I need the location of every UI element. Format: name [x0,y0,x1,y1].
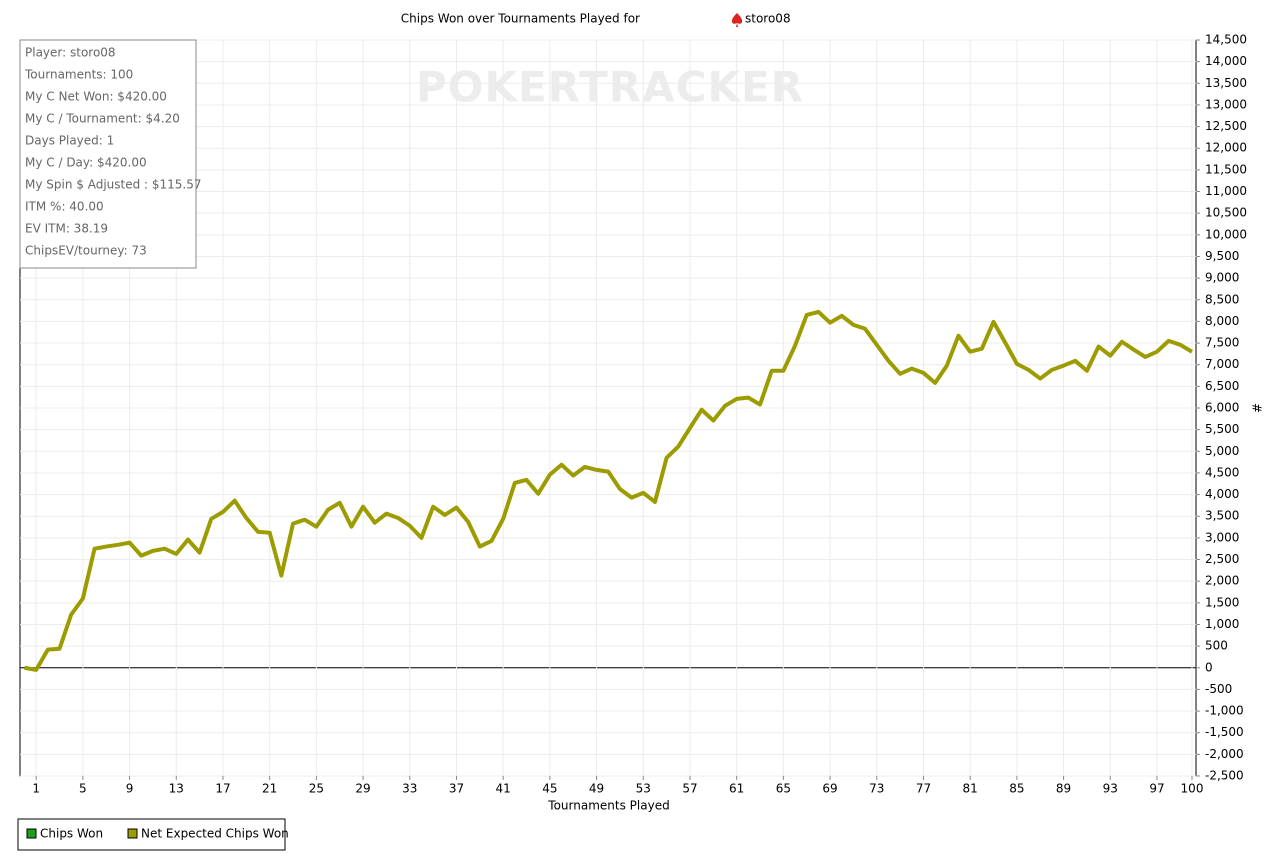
x-tick-label: 97 [1149,782,1164,796]
x-tick-label: 77 [916,782,931,796]
x-tick-label: 17 [215,782,230,796]
x-tick-label: 25 [309,782,324,796]
y-tick-label: 10,000 [1205,227,1247,241]
x-tick-label: 65 [776,782,791,796]
legend-swatch [127,828,138,839]
y-tick-label: 9,000 [1205,271,1239,285]
x-tick-label: 69 [822,782,837,796]
chart-player: storo08 [745,12,791,26]
y-tick-label: 5,000 [1205,444,1239,458]
x-tick-label: 93 [1103,782,1118,796]
x-tick-label: 41 [496,782,511,796]
y-tick-label: 7,000 [1205,357,1239,371]
y-tick-label: 3,500 [1205,509,1239,523]
x-tick-label: 85 [1009,782,1024,796]
y-tick-label: -500 [1205,682,1232,696]
stat-line: ChipsEV/tourney: 73 [25,244,147,258]
y-tick-label: -2,000 [1205,747,1244,761]
x-axis-label: Tournaments Played [547,799,669,813]
x-tick-label: 81 [963,782,978,796]
y-tick-label: 14,000 [1205,54,1247,68]
x-tick-label: 89 [1056,782,1071,796]
watermark: POKERTRACKER [416,63,804,112]
x-tick-label: 29 [355,782,370,796]
y-tick-label: 8,000 [1205,314,1239,328]
stat-line: Player: storo08 [25,46,116,60]
stat-line: Days Played: 1 [25,134,114,148]
x-tick-label: 13 [169,782,184,796]
x-tick-label: 73 [869,782,884,796]
x-tick-label: 61 [729,782,744,796]
legend-box [17,818,286,851]
y-tick-label: 8,500 [1205,292,1239,306]
stat-line: My C Net Won: $420.00 [25,90,167,104]
legend-label: Net Expected Chips Won [141,827,289,841]
x-tick-label: 21 [262,782,277,796]
stat-line: My C / Day: $420.00 [25,156,147,170]
y-tick-label: 2,500 [1205,552,1239,566]
y-tick-label: 6,000 [1205,401,1239,415]
x-tick-label: 1 [32,782,40,796]
y-axis-label: # [1250,403,1264,413]
x-tick-label: 5 [79,782,87,796]
y-tick-label: 2,000 [1205,574,1239,588]
legend-swatch [26,828,37,839]
series-line [24,309,1194,672]
stat-line: EV ITM: 38.19 [25,222,108,236]
x-tick-label: 100 [1181,782,1204,796]
y-tick-label: 6,500 [1205,379,1239,393]
x-tick-label: 9 [126,782,134,796]
y-tick-label: 1,500 [1205,595,1239,609]
y-tick-label: 11,000 [1205,184,1247,198]
y-tick-label: 14,500 [1205,33,1247,47]
y-tick-label: -1,500 [1205,725,1244,739]
spade-icon [731,13,743,27]
x-tick-label: 37 [449,782,464,796]
y-tick-label: 7,500 [1205,336,1239,350]
stats-box [19,39,197,269]
chart-title: Chips Won over Tournaments Played for [401,12,640,26]
x-tick-label: 33 [402,782,417,796]
stat-line: Tournaments: 100 [24,68,133,82]
stat-line: ITM %: 40.00 [25,200,104,214]
x-tick-label: 45 [542,782,557,796]
legend-label: Chips Won [40,827,103,841]
y-tick-label: 12,500 [1205,119,1247,133]
y-tick-label: 4,500 [1205,465,1239,479]
y-tick-label: 13,500 [1205,76,1247,90]
y-tick-label: 0 [1205,660,1213,674]
y-tick-label: 4,000 [1205,487,1239,501]
y-tick-label: -1,000 [1205,704,1244,718]
x-tick-label: 49 [589,782,604,796]
stat-line: My C / Tournament: $4.20 [25,112,180,126]
y-tick-label: -2,500 [1205,769,1244,783]
y-tick-label: 500 [1205,639,1228,653]
stat-line: My Spin $ Adjusted : $115.57 [25,178,202,192]
y-tick-label: 10,500 [1205,206,1247,220]
y-tick-label: 3,000 [1205,530,1239,544]
y-tick-label: 13,000 [1205,97,1247,111]
y-tick-label: 5,500 [1205,422,1239,436]
x-tick-label: 53 [636,782,651,796]
y-tick-label: 11,500 [1205,162,1247,176]
x-tick-label: 57 [682,782,697,796]
y-tick-label: 1,000 [1205,617,1239,631]
y-tick-label: 9,500 [1205,249,1239,263]
y-tick-label: 12,000 [1205,141,1247,155]
